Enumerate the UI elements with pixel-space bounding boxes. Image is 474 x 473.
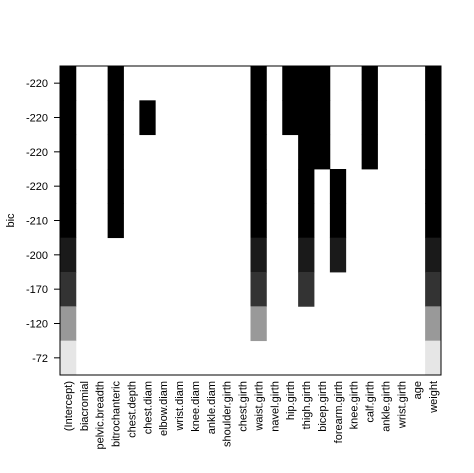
cell-3-waist-girth bbox=[250, 169, 267, 204]
cell-1--Intercept- bbox=[60, 100, 77, 136]
cell-5--Intercept- bbox=[60, 237, 77, 273]
cell-0-bitrochanteric bbox=[107, 66, 124, 101]
cell-8--Intercept- bbox=[60, 340, 77, 376]
x-tick-label-11: chest.girth bbox=[238, 381, 250, 432]
x-tick-label-16: bicep.girth bbox=[317, 381, 329, 432]
cell-1-waist-girth bbox=[250, 100, 267, 136]
y-tick-label-1: -220 bbox=[26, 113, 48, 125]
cell-6-weight bbox=[425, 272, 442, 307]
cell-0--Intercept- bbox=[60, 66, 77, 101]
x-tick-label-22: age bbox=[412, 381, 424, 399]
x-axis-labels: (Intercept) biacromial pelvic.breadth bitro… bbox=[63, 381, 440, 450]
x-tick-label-8: knee.diam bbox=[190, 381, 202, 432]
cell-5-forearm-girth bbox=[329, 237, 347, 273]
x-tick-label-7: wrist.diam bbox=[174, 381, 186, 432]
cell-4-forearm-girth bbox=[329, 203, 347, 239]
x-tick-label-20: ankle.girth bbox=[380, 381, 392, 432]
cell-1-weight bbox=[425, 100, 442, 136]
x-tick-label-9: ankle.diam bbox=[206, 381, 218, 434]
cell-0-waist-girth bbox=[250, 66, 267, 101]
y-tick-label-3: -220 bbox=[26, 181, 48, 193]
cell-4-bitrochanteric bbox=[107, 203, 124, 239]
cell-6--Intercept- bbox=[60, 272, 77, 307]
cell-2--Intercept- bbox=[60, 134, 77, 170]
cell-1-bitrochanteric bbox=[107, 100, 124, 136]
x-tick-label-3: bitrochanteric bbox=[111, 381, 123, 448]
x-tick-label-13: navel.girth bbox=[269, 381, 281, 432]
x-tick-label-1: biacromial bbox=[79, 381, 91, 431]
cell-7-waist-girth bbox=[250, 306, 267, 342]
cell-4-weight bbox=[425, 203, 442, 239]
cell-2-calf-girth bbox=[361, 134, 378, 170]
cell-0-weight bbox=[425, 66, 442, 101]
y-axis-label: bic bbox=[5, 213, 17, 228]
cell-2-thigh-girth bbox=[298, 134, 315, 170]
cell-4-thigh-girth bbox=[298, 203, 315, 239]
cell-5-thigh-girth bbox=[298, 237, 315, 273]
cell-0-hip-girth bbox=[282, 66, 299, 101]
x-tick-label-21: wrist.girth bbox=[396, 381, 408, 429]
cell-1-bicep-girth bbox=[314, 100, 331, 136]
cell-2-waist-girth bbox=[250, 134, 267, 170]
cell-1-calf-girth bbox=[361, 100, 378, 136]
cell-3-weight bbox=[425, 169, 442, 204]
y-tick-label-0: -220 bbox=[26, 78, 48, 90]
cell-6-thigh-girth bbox=[298, 272, 315, 307]
x-tick-label-17: forearm.girth bbox=[333, 381, 345, 443]
cell-2-bicep-girth bbox=[314, 134, 331, 170]
x-tick-label-5: chest.diam bbox=[142, 381, 154, 434]
cell-1-thigh-girth bbox=[298, 100, 315, 136]
y-tick-label-4: -210 bbox=[26, 216, 48, 228]
y-tick-label-8: -72 bbox=[32, 353, 48, 365]
cell-0-calf-girth bbox=[361, 66, 378, 101]
y-tick-label-5: -200 bbox=[26, 250, 48, 262]
cell-8-weight bbox=[425, 340, 442, 376]
x-tick-label-14: hip.girth bbox=[285, 381, 297, 420]
cell-3--Intercept- bbox=[60, 169, 77, 204]
x-tick-label-4: chest.depth bbox=[126, 381, 138, 438]
y-axis: -220 -220 -220 -220 -210 -200 -170 -120 -72 bbox=[26, 78, 60, 365]
heatmap-cells bbox=[60, 66, 442, 376]
x-tick-label-6: elbow.diam bbox=[158, 381, 170, 436]
x-tick-label-2: pelvic.breadth bbox=[95, 381, 107, 450]
x-tick-label-18: knee.girth bbox=[349, 381, 361, 429]
cell-7--Intercept- bbox=[60, 306, 77, 342]
cell-2-bitrochanteric bbox=[107, 134, 124, 170]
cell-1-chest-diam bbox=[139, 100, 156, 136]
cell-3-thigh-girth bbox=[298, 169, 315, 204]
cell-1-hip-girth bbox=[282, 100, 299, 136]
cell-4-waist-girth bbox=[250, 203, 267, 239]
y-tick-label-2: -220 bbox=[26, 147, 48, 159]
cell-5-weight bbox=[425, 237, 442, 273]
cell-5-waist-girth bbox=[250, 237, 267, 273]
x-tick-label-12: waist.girth bbox=[253, 381, 265, 432]
cell-3-forearm-girth bbox=[329, 169, 347, 204]
cell-0-bicep-girth bbox=[314, 66, 331, 101]
cell-6-waist-girth bbox=[250, 272, 267, 307]
cell-3-bitrochanteric bbox=[107, 169, 124, 204]
cell-4--Intercept- bbox=[60, 203, 77, 239]
x-tick-label-10: shoulder.girth bbox=[222, 381, 234, 447]
cell-0-thigh-girth bbox=[298, 66, 315, 101]
x-tick-label-19: calf.girth bbox=[365, 381, 377, 423]
x-tick-label-15: thigh.girth bbox=[301, 381, 313, 429]
cell-7-weight bbox=[425, 306, 442, 342]
y-tick-label-6: -170 bbox=[26, 284, 48, 296]
y-tick-label-7: -120 bbox=[26, 319, 48, 331]
cell-2-weight bbox=[425, 134, 442, 170]
x-tick-label-23: weight bbox=[428, 381, 440, 414]
x-tick-label-0: (Intercept) bbox=[63, 381, 75, 431]
